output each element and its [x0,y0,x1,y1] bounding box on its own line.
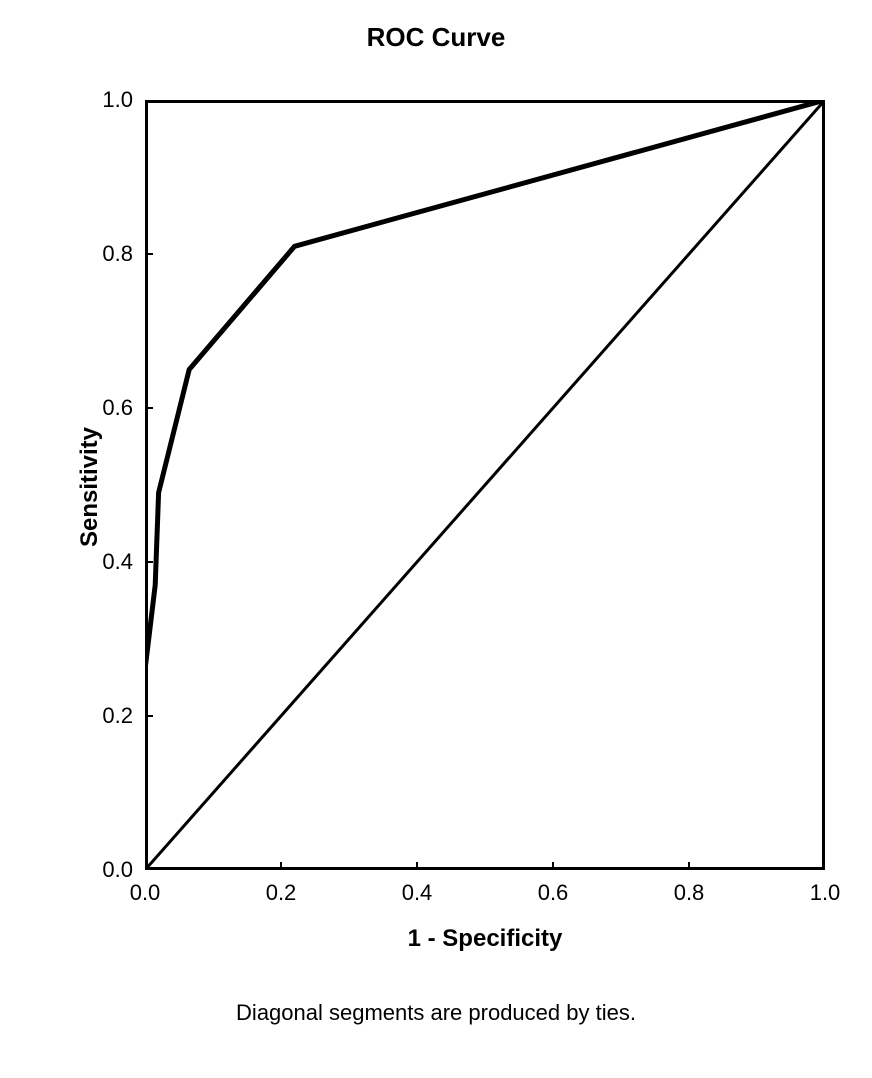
y-tick-label: 0.4 [102,549,133,575]
y-tick-label: 1.0 [102,87,133,113]
plot-area [145,100,825,870]
x-tick-label: 0.4 [397,880,437,906]
x-axis-label: 1 - Specificity [145,925,825,953]
y-tick-label: 0.0 [102,857,133,883]
y-tick-label: 0.8 [102,241,133,267]
series-diagonal [145,100,825,870]
y-tick-label: 0.6 [102,395,133,421]
figure-container: ROC Curve Sensitivity 1 - Specificity Di… [0,0,872,1078]
x-tick-label: 0.8 [669,880,709,906]
chart-svg [145,100,825,870]
y-tick-label: 0.2 [102,703,133,729]
x-tick-label: 0.6 [533,880,573,906]
x-tick-label: 1.0 [805,880,845,906]
x-tick-label: 0.2 [261,880,301,906]
chart-title: ROC Curve [0,22,872,53]
y-axis-label: Sensitivity [76,427,104,547]
x-tick-label: 0.0 [125,880,165,906]
footnote-text: Diagonal segments are produced by ties. [0,1000,872,1026]
